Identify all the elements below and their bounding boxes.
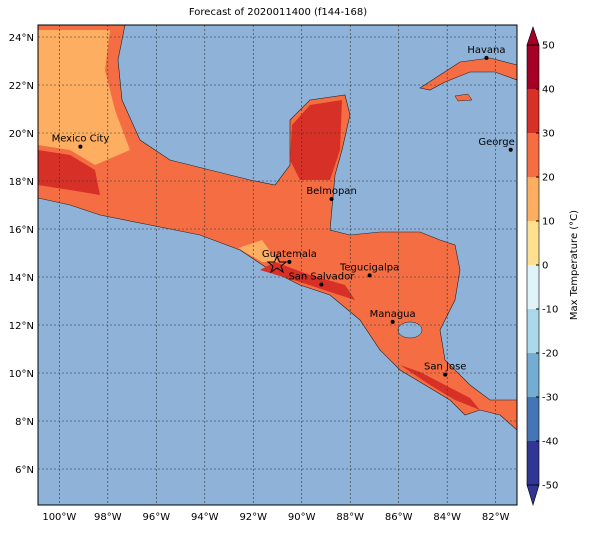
city-label: Belmopan — [306, 186, 356, 197]
y-tick-label: 10°N — [9, 369, 34, 380]
x-tick-label: 88°W — [336, 512, 364, 523]
city-marker — [78, 144, 83, 149]
colorbar-bin — [527, 353, 539, 397]
colorbar-bin — [527, 221, 539, 265]
colorbar: 50 40 30 20 10 0 -10 -20 -30 -40 -50 — [526, 26, 558, 507]
land-hot — [260, 262, 355, 300]
colorbar-bin — [527, 177, 539, 221]
city-label: Managua — [370, 309, 416, 320]
overlay: Havana Mexico City George Town Belmopan Guat… — [38, 25, 543, 505]
land-hot — [38, 150, 100, 195]
y-tick-label: 12°N — [9, 321, 34, 332]
y-tick-label: 16°N — [9, 225, 34, 236]
colorbar-bin — [527, 441, 539, 485]
colorbar-bin — [527, 309, 539, 353]
y-tick-label: 24°N — [9, 33, 34, 44]
x-tick-label: 84°W — [433, 512, 461, 523]
land — [38, 25, 517, 431]
land-cool — [38, 30, 130, 165]
x-tick-label: 86°W — [385, 512, 413, 523]
colorbar-tick-label: 0 — [542, 261, 548, 272]
city-marker — [484, 55, 489, 60]
y-tick-label: 20°N — [9, 129, 34, 140]
city-marker — [443, 372, 448, 377]
x-tick-label: 90°W — [288, 512, 316, 523]
x-tick-label: 96°W — [142, 512, 170, 523]
y-tick-label: 22°N — [9, 81, 34, 92]
title: Forecast of 2020011400 (f144-168) — [189, 7, 367, 18]
city-marker — [390, 319, 395, 324]
colorbar-bin — [527, 133, 539, 177]
x-tick-label: 100°W — [42, 512, 76, 523]
star — [266, 254, 288, 274]
city-label: George Town — [478, 137, 543, 148]
colorbar-extend — [526, 26, 540, 46]
colorbar-tick-label: 10 — [542, 217, 555, 228]
colorbar-tick-label: 40 — [542, 85, 555, 96]
x-tick-label: 82°W — [482, 512, 510, 523]
city-label: Mexico City — [52, 134, 110, 145]
x-tick-label: 94°W — [191, 512, 219, 523]
colorbar-label: Max Temperature (°C) — [569, 210, 580, 320]
city-label: San Salvador — [288, 271, 355, 282]
colorbar-tick-label: 20 — [542, 173, 555, 184]
x-tick-label: 98°W — [94, 512, 122, 523]
city-marker — [319, 282, 324, 287]
colorbar-tick-label: -50 — [542, 481, 558, 492]
y-tick-label: 8°N — [15, 417, 34, 428]
y-tick-label: 18°N — [9, 177, 34, 188]
colorbar-tick-label: -10 — [542, 305, 558, 316]
colorbar-tick-label: -30 — [542, 393, 558, 404]
city-label: San Jose — [424, 362, 466, 373]
land-cool — [238, 240, 278, 262]
colorbar-tick-label: 50 — [542, 41, 555, 52]
colorbar-bin — [527, 89, 539, 133]
city-marker — [287, 259, 292, 264]
colorbar-tick-label: -20 — [542, 349, 558, 360]
lake — [397, 321, 423, 339]
y-tick-label: 14°N — [9, 273, 34, 284]
colorbar-tick-label: 30 — [542, 129, 555, 140]
land-hot — [400, 365, 480, 410]
colorbar-extend — [526, 484, 540, 507]
city-label: Tegucigalpa — [339, 262, 399, 273]
cuba — [419, 57, 517, 91]
city-marker — [508, 147, 513, 152]
city-marker — [329, 197, 334, 201]
city-label: Havana — [467, 45, 505, 56]
city-label: Guatemala — [262, 249, 317, 260]
map-frame — [37, 24, 518, 506]
x-tick-label: 92°W — [239, 512, 267, 523]
y-tick-label: 6°N — [15, 465, 34, 476]
city-marker — [367, 273, 372, 278]
map-area: Havana Mexico City George Town Belmopan Guat… — [38, 25, 543, 505]
colorbar-tick-label: -40 — [542, 437, 558, 448]
colorbar-bin — [527, 45, 539, 89]
colorbar-bin — [527, 397, 539, 441]
land-hot — [290, 100, 342, 180]
colorbar-bin — [527, 265, 539, 309]
isle — [454, 93, 473, 102]
